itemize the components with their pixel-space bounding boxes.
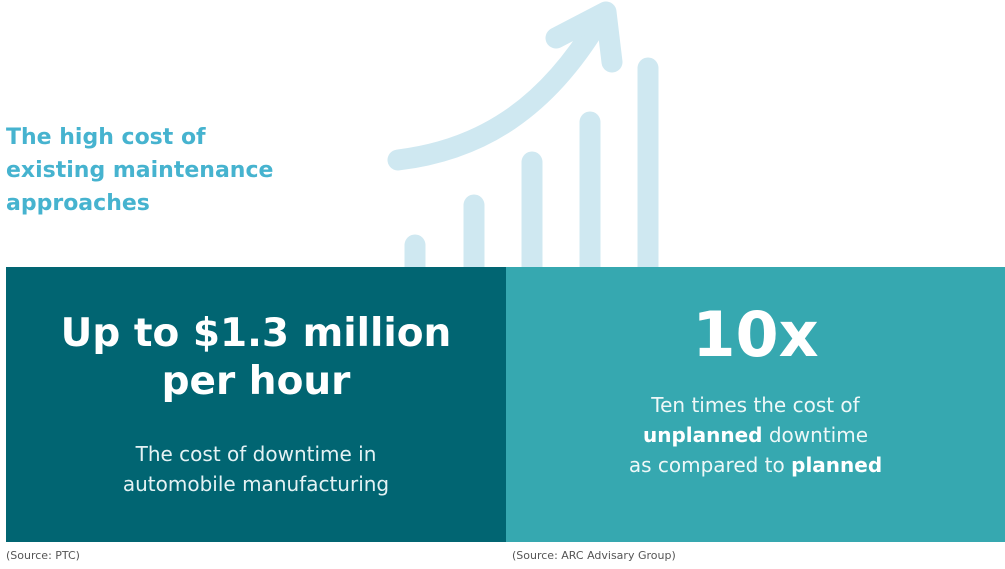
stat-line: per hour [161,359,351,404]
growth-chart-arrow-icon [387,1,659,268]
downtime-cost-description: The cost of downtime in automobile manuf… [6,439,506,499]
desc-line: The cost of downtime in [135,442,377,466]
downtime-cost-stat: Up to $1.3 million per hour [6,310,506,406]
growth-arrow-curve [387,11,609,171]
heading-line: existing maintenance [6,158,274,183]
page-heading: The high cost of existing maintenance ap… [6,121,326,220]
downtime-cost-panel: Up to $1.3 million per hour The cost of … [6,267,506,542]
desc-line: unplanned downtime [506,420,1005,450]
emphasis-planned: planned [791,453,883,477]
stat-line: Up to $1.3 million [60,311,452,356]
heading-line: approaches [6,191,150,216]
desc-text: downtime [762,423,869,447]
desc-line: Ten times the cost of [651,393,860,417]
growth-arrow-head [545,1,623,73]
desc-line: as compared to planned [506,450,1005,480]
multiplier-description: Ten times the cost of unplanned downtime… [506,390,1005,480]
source-ptc: (Source: PTC) [6,549,80,562]
unplanned-multiplier-panel: 10x Ten times the cost of unplanned down… [506,267,1005,542]
desc-text: as compared to [628,453,792,477]
desc-line: automobile manufacturing [122,472,390,496]
multiplier-stat: 10x [692,298,819,371]
emphasis-unplanned: unplanned [642,423,763,447]
source-arc: (Source: ARC Advisary Group) [512,549,676,562]
heading-line: The high cost of [6,125,206,150]
